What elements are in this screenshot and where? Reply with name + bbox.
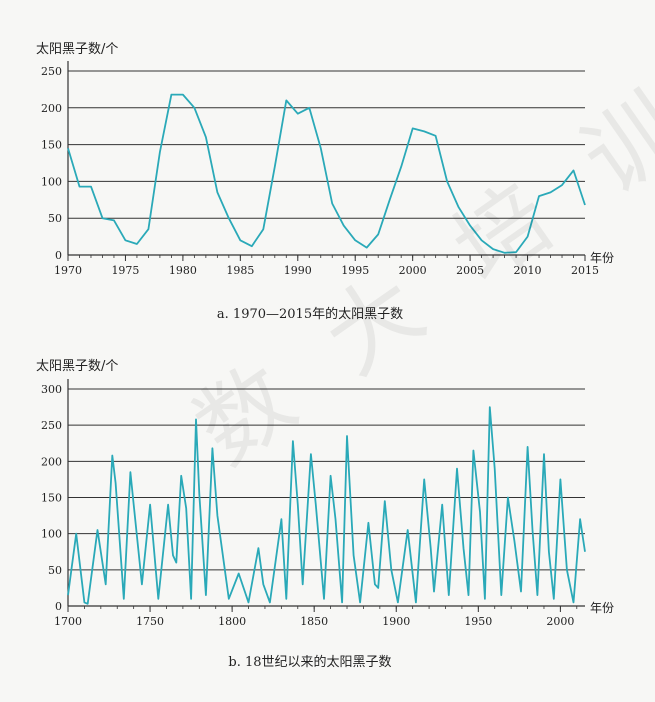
chart-caption: a. 1970—2015年的太阳黑子数 bbox=[217, 306, 403, 322]
x-tick-label-2000: 2000 bbox=[399, 264, 427, 277]
x-tick-label-2015: 2015 bbox=[571, 264, 599, 277]
x-tick-label-1850: 1850 bbox=[300, 615, 328, 628]
y-tick-label-100: 100 bbox=[41, 175, 62, 188]
chart-a-sunspots-1970-2015: 0 50 100 150 200 250 1970 1975 1980 1985 1990 1995 2… bbox=[36, 42, 614, 322]
y-tick-label-100: 100 bbox=[41, 528, 62, 541]
x-tick-label-2000: 2000 bbox=[546, 615, 574, 628]
y-axis-label: 太阳黑子数/个 bbox=[36, 42, 118, 57]
x-tick-label-1985: 1985 bbox=[226, 264, 254, 277]
chart-caption: b. 18世纪以来的太阳黑子数 bbox=[228, 654, 391, 670]
x-axis-unit-label: 年份 bbox=[590, 601, 614, 615]
y-tick-label-50: 50 bbox=[48, 564, 62, 577]
x-tick-label-2010: 2010 bbox=[514, 264, 542, 277]
x-tick-label-1700: 1700 bbox=[54, 615, 82, 628]
chart-b-sunspots-since-1700: 0 50 100 150 200 250 300 1700 1750 1800 1850 1900 19… bbox=[36, 359, 614, 670]
x-tick-label-2005: 2005 bbox=[456, 264, 484, 277]
x-tick-label-1900: 1900 bbox=[382, 615, 410, 628]
y-tick-label-300: 300 bbox=[41, 383, 62, 396]
y-tick-label-150: 150 bbox=[41, 492, 62, 505]
x-tick-label-1800: 1800 bbox=[218, 615, 246, 628]
y-tick-label-250: 250 bbox=[41, 419, 62, 432]
x-tick-label-1750: 1750 bbox=[136, 615, 164, 628]
x-tick-label-1970: 1970 bbox=[54, 264, 82, 277]
y-tick-label-50: 50 bbox=[48, 212, 62, 225]
y-tick-label-200: 200 bbox=[41, 455, 62, 468]
y-tick-label-0: 0 bbox=[55, 600, 62, 613]
series-line-0 bbox=[67, 406, 586, 605]
x-tick-label-1980: 1980 bbox=[169, 264, 197, 277]
y-tick-label-150: 150 bbox=[41, 139, 62, 152]
series-line-0 bbox=[67, 93, 586, 254]
y-tick-label-200: 200 bbox=[41, 102, 62, 115]
x-tick-label-1995: 1995 bbox=[341, 264, 369, 277]
y-axis-label: 太阳黑子数/个 bbox=[36, 359, 118, 374]
x-tick-label-1950: 1950 bbox=[464, 615, 492, 628]
y-tick-label-0: 0 bbox=[55, 249, 62, 262]
x-tick-label-1975: 1975 bbox=[111, 264, 139, 277]
y-tick-label-250: 250 bbox=[41, 65, 62, 78]
x-axis-unit-label: 年份 bbox=[590, 251, 614, 265]
x-tick-label-1990: 1990 bbox=[284, 264, 312, 277]
